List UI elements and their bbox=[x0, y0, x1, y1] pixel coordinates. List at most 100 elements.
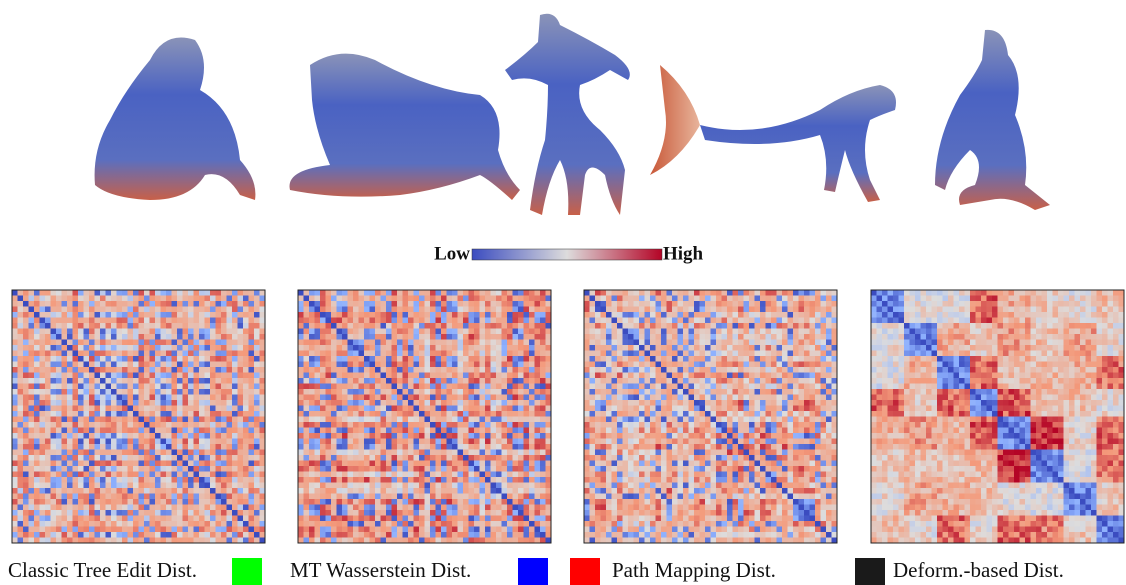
heatmap-cell bbox=[518, 438, 524, 445]
heatmap-cell bbox=[749, 306, 755, 313]
heatmap-cell bbox=[617, 356, 623, 362]
heatmap-cell bbox=[606, 295, 612, 302]
heatmap-cell bbox=[298, 526, 304, 533]
heatmap-cell bbox=[540, 361, 546, 368]
heatmap-cell bbox=[474, 345, 480, 351]
heatmap-cell bbox=[457, 317, 464, 324]
heatmap-cell bbox=[798, 301, 805, 307]
heatmap-cell bbox=[100, 493, 106, 500]
heatmap-cell bbox=[391, 295, 398, 302]
heatmap-cell bbox=[347, 339, 354, 346]
heatmap-cell bbox=[369, 521, 376, 527]
heatmap-cell bbox=[369, 515, 376, 522]
heatmap-cell bbox=[397, 515, 403, 522]
heatmap-cell bbox=[369, 350, 376, 357]
heatmap-cell bbox=[232, 510, 238, 516]
heatmap-cell bbox=[144, 301, 150, 307]
heatmap-cell bbox=[787, 367, 794, 373]
heatmap-cell bbox=[452, 493, 458, 500]
heatmap-cell bbox=[397, 295, 403, 302]
heatmap-cell bbox=[408, 515, 414, 522]
heatmap-cell bbox=[606, 356, 612, 362]
heatmap-cell bbox=[78, 290, 84, 296]
heatmap-cell bbox=[496, 455, 502, 461]
heatmap-cell bbox=[325, 312, 332, 318]
heatmap-cell bbox=[479, 394, 486, 401]
heatmap-cell bbox=[17, 389, 24, 395]
heatmap-cell bbox=[380, 532, 387, 538]
heatmap-cell bbox=[199, 427, 205, 434]
heatmap-cell bbox=[254, 493, 260, 500]
heatmap-cell bbox=[298, 488, 304, 494]
heatmap-cell bbox=[485, 295, 491, 302]
heatmap-cell bbox=[56, 345, 62, 351]
heatmap-cell bbox=[507, 521, 513, 527]
heatmap-cell bbox=[584, 312, 590, 318]
heatmap-cell bbox=[45, 482, 51, 489]
heatmap-cell bbox=[512, 515, 519, 522]
heatmap-cell bbox=[606, 317, 612, 324]
heatmap-cell bbox=[369, 526, 376, 533]
heatmap-cell bbox=[303, 411, 310, 417]
heatmap-cell bbox=[243, 455, 249, 461]
heatmap-cell bbox=[738, 345, 744, 351]
heatmap-cell bbox=[243, 515, 249, 522]
heatmap-cell bbox=[320, 389, 326, 395]
heatmap-cell bbox=[402, 455, 409, 461]
heatmap-cell bbox=[39, 400, 46, 406]
heatmap-cell bbox=[380, 416, 387, 423]
heatmap-cell bbox=[28, 361, 35, 368]
heatmap-cell bbox=[67, 504, 73, 511]
heatmap-cell bbox=[452, 521, 458, 527]
heatmap-cell bbox=[155, 400, 161, 406]
heatmap-cell bbox=[144, 449, 150, 456]
heatmap-cell bbox=[78, 295, 84, 302]
heatmap-cell bbox=[441, 477, 447, 483]
heatmap-cell bbox=[474, 422, 480, 428]
heatmap-cell bbox=[457, 510, 464, 516]
heatmap-cell bbox=[160, 295, 167, 302]
heatmap-cell bbox=[716, 356, 722, 362]
heatmap-cell bbox=[501, 427, 508, 434]
heatmap-cell bbox=[199, 290, 205, 296]
heatmap-cell bbox=[188, 499, 194, 505]
heatmap-cell bbox=[309, 444, 315, 450]
heatmap-cell bbox=[100, 378, 106, 384]
heatmap-cell bbox=[336, 444, 343, 450]
heatmap-cell bbox=[83, 521, 90, 527]
heatmap-cell bbox=[446, 521, 453, 527]
heatmap-cell bbox=[116, 438, 123, 445]
heatmap-cell bbox=[375, 361, 381, 368]
heatmap-cell bbox=[325, 339, 332, 346]
heatmap-cell bbox=[518, 427, 524, 434]
heatmap-cell bbox=[677, 367, 684, 373]
heatmap-cell bbox=[496, 438, 502, 445]
heatmap-cell bbox=[518, 537, 524, 544]
heatmap-cell bbox=[496, 328, 502, 335]
heatmap-cell bbox=[72, 510, 79, 516]
heatmap-cell bbox=[204, 306, 211, 313]
heatmap-cell bbox=[435, 372, 442, 379]
heatmap-cell bbox=[804, 367, 810, 373]
heatmap-cell bbox=[67, 499, 73, 505]
heatmap-cell bbox=[83, 400, 90, 406]
heatmap-cell bbox=[254, 367, 260, 373]
heatmap-cell bbox=[507, 367, 513, 373]
heatmap-cell bbox=[677, 339, 684, 346]
heatmap-cell bbox=[380, 521, 387, 527]
heatmap-cell bbox=[518, 493, 524, 500]
heatmap-cell bbox=[589, 301, 596, 307]
heatmap-cell bbox=[50, 334, 57, 340]
heatmap-cell bbox=[259, 488, 266, 494]
heatmap-cell bbox=[67, 295, 73, 302]
heatmap-cell bbox=[133, 328, 139, 335]
heatmap-cell bbox=[529, 477, 535, 483]
heatmap-cell bbox=[331, 422, 337, 428]
heatmap-cell bbox=[133, 444, 139, 450]
heatmap-cell bbox=[815, 290, 821, 296]
heatmap-cell bbox=[127, 504, 134, 511]
heatmap-cell bbox=[419, 460, 425, 467]
heatmap-cell bbox=[336, 460, 343, 467]
heatmap-cell bbox=[177, 532, 183, 538]
heatmap-cell bbox=[314, 383, 321, 390]
